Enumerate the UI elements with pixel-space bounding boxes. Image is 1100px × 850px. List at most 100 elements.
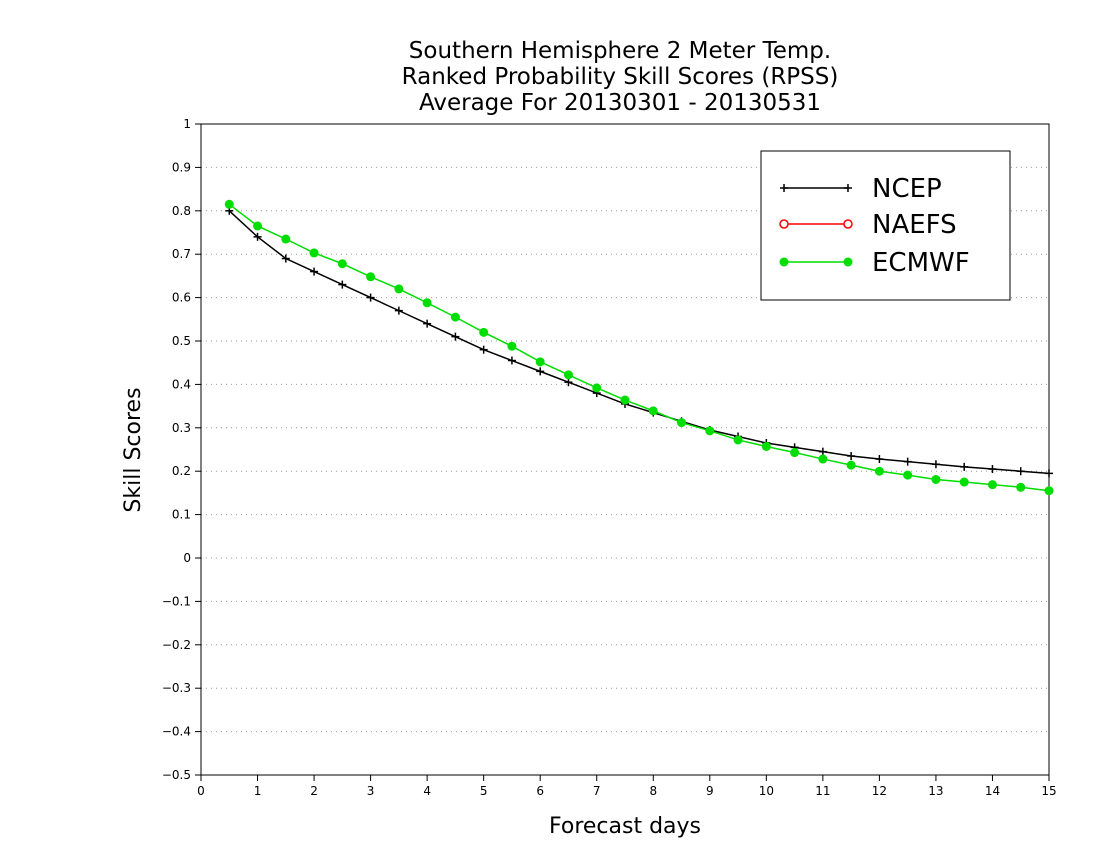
x-tick-label: 5 bbox=[480, 784, 488, 798]
series-line bbox=[228, 203, 1050, 492]
x-tick-label: 4 bbox=[423, 784, 431, 798]
data-point-dot bbox=[648, 406, 658, 416]
data-point-dot bbox=[281, 234, 291, 244]
y-tick-label: 0.1 bbox=[172, 508, 191, 522]
data-point-dot bbox=[620, 395, 630, 405]
data-point-plus bbox=[960, 462, 969, 471]
data-point-dot bbox=[563, 370, 573, 380]
x-tick-label: 11 bbox=[815, 784, 830, 798]
data-point-dot bbox=[874, 466, 884, 476]
data-point-plus bbox=[281, 254, 290, 263]
y-tick-label: 0.7 bbox=[172, 247, 191, 261]
y-tick-label: 0.8 bbox=[172, 204, 191, 218]
data-point-plus bbox=[536, 367, 545, 376]
y-tick-label: −0.5 bbox=[162, 768, 191, 782]
data-point-dot bbox=[479, 327, 489, 337]
data-point-dot bbox=[843, 257, 853, 267]
x-tick-label: 10 bbox=[759, 784, 774, 798]
y-axis-ticks: −0.5 −0.4 −0.3 −0.2 −0.1 0 0.1 0.2 0.3 0.4 0.5 0.6 0… bbox=[162, 117, 201, 782]
data-point-dot bbox=[790, 448, 800, 458]
data-point-dot bbox=[1016, 482, 1026, 492]
data-point-dot bbox=[450, 312, 460, 322]
x-tick-label: 1 bbox=[254, 784, 262, 798]
x-tick-label: 3 bbox=[367, 784, 375, 798]
legend: NCEP NAEFS ECMWF bbox=[760, 150, 1011, 301]
y-tick-label: 0.3 bbox=[172, 421, 191, 435]
x-axis-label: Forecast days bbox=[549, 814, 701, 839]
x-tick-label: 9 bbox=[706, 784, 714, 798]
data-point-dot bbox=[761, 441, 771, 451]
y-tick-label: 1 bbox=[183, 117, 191, 131]
data-point-dot bbox=[818, 454, 828, 464]
data-point-plus bbox=[394, 306, 403, 315]
data-point-dot bbox=[931, 474, 941, 484]
data-point-dot bbox=[422, 298, 432, 308]
data-point-circle bbox=[843, 219, 853, 229]
x-tick-label: 15 bbox=[1041, 784, 1056, 798]
data-point-plus bbox=[366, 293, 375, 302]
x-tick-label: 0 bbox=[197, 784, 205, 798]
data-point-plus bbox=[847, 452, 856, 461]
series-ncep bbox=[225, 206, 1053, 478]
data-point-plus bbox=[988, 465, 997, 474]
x-tick-label: 6 bbox=[536, 784, 544, 798]
data-point-plus bbox=[875, 455, 884, 464]
y-tick-label: −0.4 bbox=[162, 725, 191, 739]
data-point-dot bbox=[337, 259, 347, 269]
legend-label: NCEP bbox=[872, 174, 942, 204]
data-point-plus bbox=[1016, 467, 1025, 476]
x-tick-label: 14 bbox=[985, 784, 1000, 798]
x-tick-label: 7 bbox=[593, 784, 601, 798]
data-point-plus bbox=[253, 232, 262, 241]
x-axis-ticks: 0 1 2 3 4 5 6 7 8 9 10 11 12 13 14 15 bbox=[197, 775, 1057, 798]
legend-entry-ecmwf: ECMWF bbox=[779, 248, 970, 278]
data-point-dot bbox=[705, 426, 715, 436]
data-point-dot bbox=[507, 341, 517, 351]
data-point-dot bbox=[987, 480, 997, 490]
data-point-plus bbox=[1045, 469, 1053, 478]
series-line bbox=[228, 210, 1050, 475]
data-point-plus bbox=[507, 356, 516, 365]
data-point-plus bbox=[931, 460, 940, 469]
data-point-plus bbox=[310, 267, 319, 276]
data-point-plus bbox=[479, 345, 488, 354]
data-point-dot bbox=[846, 460, 856, 470]
data-point-dot bbox=[366, 272, 376, 282]
data-point-plus bbox=[338, 280, 347, 289]
data-point-dot bbox=[779, 257, 789, 267]
y-tick-label: 0.2 bbox=[172, 464, 191, 478]
y-axis-label: Skill Scores bbox=[121, 387, 146, 512]
x-tick-label: 2 bbox=[310, 784, 318, 798]
data-point-dot bbox=[677, 418, 687, 428]
data-point-plus bbox=[451, 332, 460, 341]
legend-label: ECMWF bbox=[872, 248, 970, 278]
chart-title-line-3: Average For 20130301 - 20130531 bbox=[419, 90, 821, 116]
legend-entry-naefs: NAEFS bbox=[779, 210, 957, 240]
data-point-plus bbox=[844, 184, 852, 192]
x-tick-label: 8 bbox=[649, 784, 657, 798]
data-point-dot bbox=[309, 248, 319, 258]
chart-title-line-2: Ranked Probability Skill Scores (RPSS) bbox=[402, 64, 839, 90]
x-tick-label: 12 bbox=[872, 784, 887, 798]
data-point-dot bbox=[394, 284, 404, 294]
data-point-dot bbox=[733, 435, 743, 445]
y-tick-label: 0.5 bbox=[172, 334, 191, 348]
data-point-plus bbox=[903, 457, 912, 466]
chart-title: Southern Hemisphere 2 Meter Temp. Ranked… bbox=[402, 38, 839, 116]
data-point-dot bbox=[535, 357, 545, 367]
data-point-plus bbox=[780, 184, 788, 192]
data-point-dot bbox=[224, 199, 234, 209]
data-series bbox=[224, 199, 1054, 496]
x-tick-label: 13 bbox=[928, 784, 943, 798]
legend-entry-ncep: NCEP bbox=[780, 174, 942, 204]
series-ecmwf bbox=[224, 199, 1054, 496]
y-tick-label: −0.2 bbox=[162, 638, 191, 652]
y-tick-label: −0.3 bbox=[162, 681, 191, 695]
y-tick-label: 0 bbox=[183, 551, 191, 565]
data-point-plus bbox=[423, 319, 432, 328]
y-tick-label: −0.1 bbox=[162, 594, 191, 608]
y-tick-label: 0.4 bbox=[172, 377, 191, 391]
data-point-dot bbox=[903, 470, 913, 480]
chart-title-line-1: Southern Hemisphere 2 Meter Temp. bbox=[409, 38, 831, 64]
